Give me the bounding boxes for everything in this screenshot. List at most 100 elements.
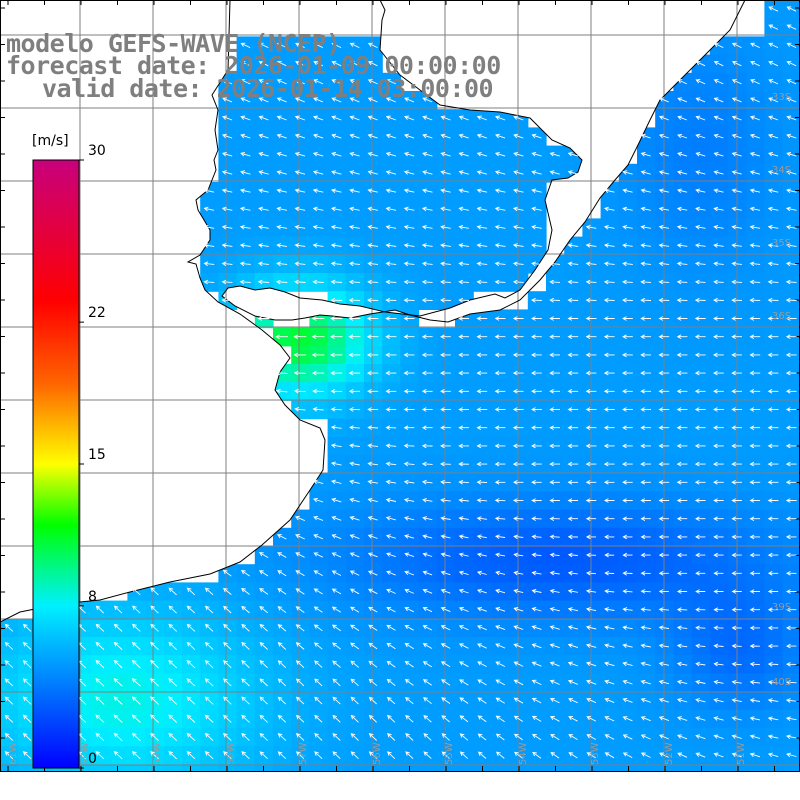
wind-arrow [695,188,706,194]
wind-arrow [366,334,379,339]
wind-arrow [476,370,488,376]
wind-arrow [694,370,706,376]
wind-arrow [531,243,542,248]
wind-arrow [349,60,360,67]
wind-arrow [640,697,651,703]
wind-arrow [568,716,578,722]
wind-arrow [349,152,360,157]
wind-arrow [622,224,633,230]
wind-arrow [531,570,542,576]
wind-arrow [4,623,14,632]
wind-arrow [495,552,506,558]
wind-arrow [403,443,415,449]
wind-arrow [567,588,578,594]
wind-arrow [458,370,469,376]
wind-arrow [276,60,287,67]
wind-arrow [222,115,233,121]
wind-arrow [330,388,342,394]
wind-arrow [403,206,415,212]
wind-arrow [494,316,506,321]
wind-arrow [331,606,342,613]
wind-arrow [567,279,579,285]
wind-arrow [277,570,287,577]
wind-arrow [312,261,324,267]
wind-arrow [513,170,524,175]
wind-arrow [4,751,14,760]
wind-arrow [512,261,524,267]
wind-arrow [731,243,742,248]
wind-arrow [549,643,560,649]
wind-arrow [495,679,506,686]
wind-arrow [476,152,488,157]
wind-arrow [640,170,651,175]
wind-arrow [676,516,688,521]
wind-arrow [767,661,779,667]
wind-arrow [713,297,724,303]
wind-arrow [550,734,560,741]
wind-arrow [767,589,779,594]
wind-arrow [386,678,396,686]
wind-arrow [222,587,232,595]
wind-arrow [458,643,469,649]
wind-arrow [223,623,232,632]
wind-arrow [22,678,32,687]
wind-arrow [622,206,633,212]
wind-arrow [404,552,415,558]
wind-arrow [477,697,487,704]
wind-arrow [767,607,779,612]
wind-arrow [403,407,415,412]
wind-arrow [221,206,233,212]
wind-arrow [348,352,361,358]
wind-arrow [259,588,269,595]
wind-arrow [367,516,378,521]
wind-arrow [513,625,524,630]
wind-arrow [658,188,670,194]
wind-arrow [186,732,196,742]
wind-arrow [512,206,524,212]
wind-arrow [677,752,688,758]
wind-arrow [440,152,451,157]
wind-arrow [459,679,469,686]
wind-arrow [330,461,342,467]
wind-arrow [767,643,779,649]
wind-arrow [95,623,105,632]
wind-arrow [658,552,669,558]
wind-arrow [658,498,670,503]
wind-arrow [367,170,378,175]
wind-arrow [731,461,742,467]
wind-arrow [549,334,560,339]
wind-arrow [586,661,597,667]
wind-arrow [695,79,706,85]
wind-arrow [512,407,524,412]
wind-arrow [386,606,396,613]
wind-arrow [640,188,651,194]
wind-arrow [695,115,706,121]
wind-arrow [695,679,706,685]
wind-arrow [750,97,760,103]
wind-arrow [749,297,761,303]
wind-arrow [385,425,397,430]
wind-arrow [150,751,159,760]
model-title: modelo GEFS-WAVE (NCEP) [6,29,341,58]
wind-arrow [295,534,305,540]
wind-arrow [168,623,178,632]
wind-arrow [640,625,651,630]
wind-arrow [458,661,469,668]
wind-arrow [458,334,469,339]
wind-arrow [567,370,579,376]
wind-arrow [422,625,433,631]
wind-arrow [622,243,633,248]
wind-arrow [368,660,378,668]
wind-arrow [531,389,542,394]
wind-arrow [567,170,579,175]
wind-arrow [385,224,397,230]
wind-arrow [495,697,505,704]
wind-arrow [531,443,542,449]
wind-arrow [640,498,651,503]
wind-arrow [240,60,251,67]
wind-arrow [295,678,305,687]
wind-arrow [512,480,524,485]
wind-arrow [476,479,488,485]
wind-arrow [277,552,287,558]
